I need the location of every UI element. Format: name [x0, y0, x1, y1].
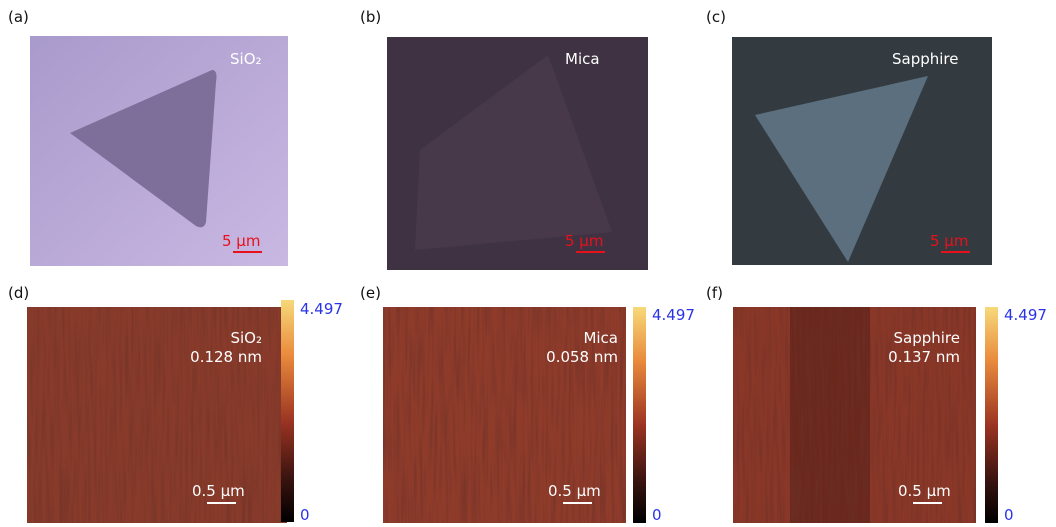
colorbar-max: 4.497: [652, 306, 695, 324]
roughness-label: 0.058 nm: [546, 348, 618, 366]
panel-label: (a): [8, 8, 29, 26]
panel-label: (e): [360, 284, 381, 302]
panel-label: (c): [706, 8, 726, 26]
page: {"optical_panels": [ {"label": "(a)", "s…: [0, 0, 1056, 527]
colorbar-max: 4.497: [300, 300, 343, 318]
scale-bar-label: 0.5 μm: [192, 482, 245, 500]
scale-bar-label: 5 μm: [222, 232, 260, 250]
colorbar: [281, 300, 294, 522]
scale-bar-label: 5 μm: [565, 232, 603, 250]
scale-bar-label: 5 μm: [930, 232, 968, 250]
substrate-label: Mica: [583, 329, 618, 347]
panel-label: (f): [706, 284, 723, 302]
colorbar: [633, 307, 646, 523]
panel-label: (b): [360, 8, 381, 26]
substrate-label: SiO₂: [230, 329, 262, 347]
scale-bar-label: 0.5 μm: [548, 482, 601, 500]
roughness-label: 0.137 nm: [888, 348, 960, 366]
colorbar: [985, 307, 998, 523]
substrate-label: Mica: [565, 50, 600, 68]
figure: (a) SiO₂ 5 μm (b) Mica 5 μm (c) Sapphire…: [0, 0, 1056, 527]
colorbar-min: 0: [1004, 506, 1014, 524]
roughness-label: 0.128 nm: [190, 348, 262, 366]
colorbar-max: 4.497: [1004, 306, 1047, 324]
substrate-label: SiO₂: [230, 50, 262, 68]
scale-bar-label: 0.5 μm: [898, 482, 951, 500]
colorbar-min: 0: [652, 506, 662, 524]
panel-label: (d): [8, 284, 29, 302]
colorbar-min: 0: [300, 506, 310, 524]
substrate-label: Sapphire: [892, 50, 959, 68]
substrate-label: Sapphire: [894, 329, 961, 347]
